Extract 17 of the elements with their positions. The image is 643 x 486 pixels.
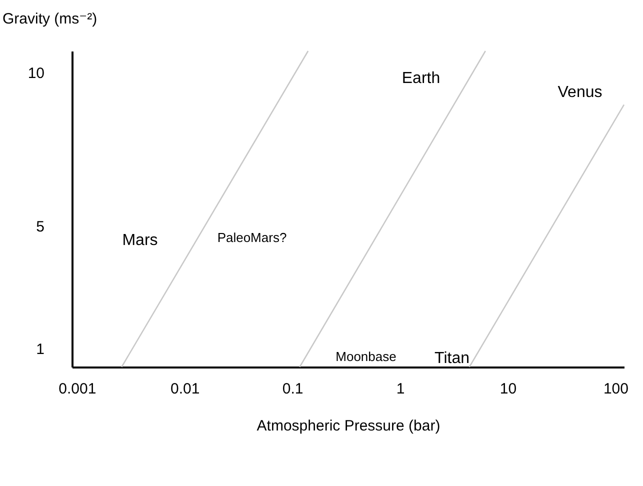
x-tick-label: 1 [396, 380, 405, 398]
y-tick-label: 10 [28, 64, 44, 82]
annotation: Earth [402, 70, 440, 87]
y-tick-label: 5 [36, 218, 44, 236]
y-axis-title: Gravity (ms⁻²) [2, 10, 98, 28]
annotation: Moonbase [336, 349, 396, 364]
y-tick-label: 1 [36, 341, 44, 358]
x-tick-label: 0.1 [282, 380, 304, 398]
x-tick-label: 100 [603, 380, 628, 398]
x-axis-title: Atmospheric Pressure (bar) [256, 418, 440, 434]
x-tick-label: 10 [500, 380, 517, 398]
annotation: PaleoMars? [217, 230, 287, 245]
x-tick-label: 0.01 [170, 380, 200, 398]
annotation: Mars [122, 232, 158, 249]
x-tick-label: 0.001 [58, 380, 96, 398]
annotation: Venus [558, 84, 602, 101]
annotation: Titan [434, 350, 470, 367]
